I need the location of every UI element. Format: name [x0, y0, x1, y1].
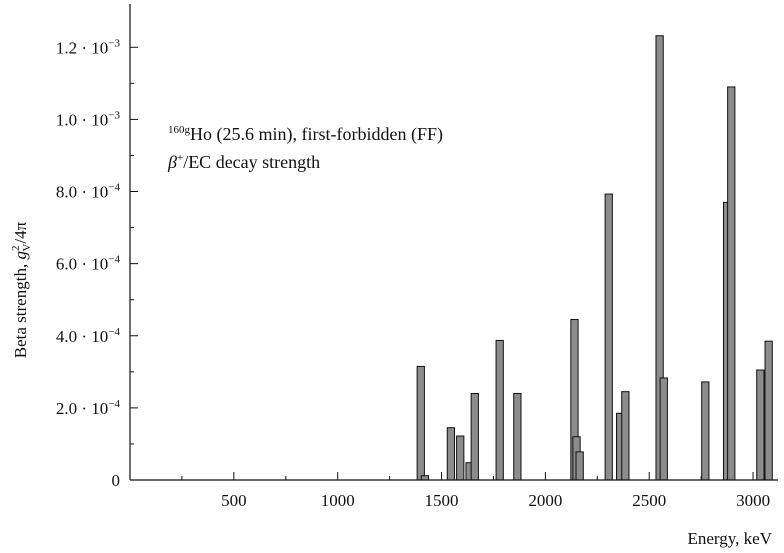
- bar-5: [470, 392, 479, 481]
- y-tick-label-2: 4.0 · 10−4: [56, 326, 121, 346]
- chart-annotation: 160gHo (25.6 min), first-forbidden (FF) …: [168, 118, 443, 174]
- bar-19: [756, 369, 765, 481]
- annotation-line-2: β+/EC decay strength: [168, 146, 443, 174]
- y-tick-label-1: 2.0 · 10−4: [56, 398, 121, 418]
- bar-18: [727, 86, 736, 481]
- bar-20: [764, 340, 773, 481]
- bar-15: [659, 377, 668, 481]
- x-tick-label-1000: 1000: [321, 491, 355, 510]
- y-tick-label-6: 1.2 · 10−3: [56, 37, 121, 57]
- bar-3: [456, 435, 465, 481]
- bar-13: [621, 391, 630, 481]
- bar-0: [416, 365, 425, 481]
- beta-symbol: β: [168, 152, 177, 172]
- isotope-mass-superscript: 160g: [168, 124, 190, 136]
- x-tick-label-500: 500: [221, 491, 247, 510]
- bar-11: [604, 193, 613, 481]
- beta-plus-superscript: +: [176, 152, 184, 164]
- annotation-isotope-text: Ho (25.6 min), first-forbidden (FF): [190, 124, 443, 144]
- bar-7: [513, 392, 522, 481]
- bar-2: [446, 427, 456, 481]
- y-tick-label-3: 6.0 · 10−4: [56, 254, 121, 274]
- x-tick-label-1500: 1500: [425, 491, 459, 510]
- y-axis-label: Beta strength, g2V/4π: [10, 221, 33, 358]
- x-axis-label: Energy, keV: [687, 529, 772, 548]
- y-tick-label-5: 1.0 · 10−3: [56, 109, 121, 129]
- x-tick-label-2500: 2500: [632, 491, 666, 510]
- x-tick-label-3000: 3000: [736, 491, 770, 510]
- annotation-decay-text: /EC decay strength: [183, 152, 321, 172]
- y-tick-label-4: 8.0 · 10−4: [56, 182, 121, 202]
- annotation-line-1: 160gHo (25.6 min), first-forbidden (FF): [168, 118, 443, 146]
- plot-area: 500 1000 1500 2000 2500 3000 0 2.0 · 10−4 4.0 · …: [56, 4, 778, 510]
- bar-16: [701, 381, 710, 481]
- bar-1: [420, 475, 430, 481]
- y-tick-label-0: 0: [112, 471, 121, 490]
- x-tick-label-2000: 2000: [528, 491, 562, 510]
- bar-6: [495, 339, 504, 481]
- bar-10: [575, 451, 584, 481]
